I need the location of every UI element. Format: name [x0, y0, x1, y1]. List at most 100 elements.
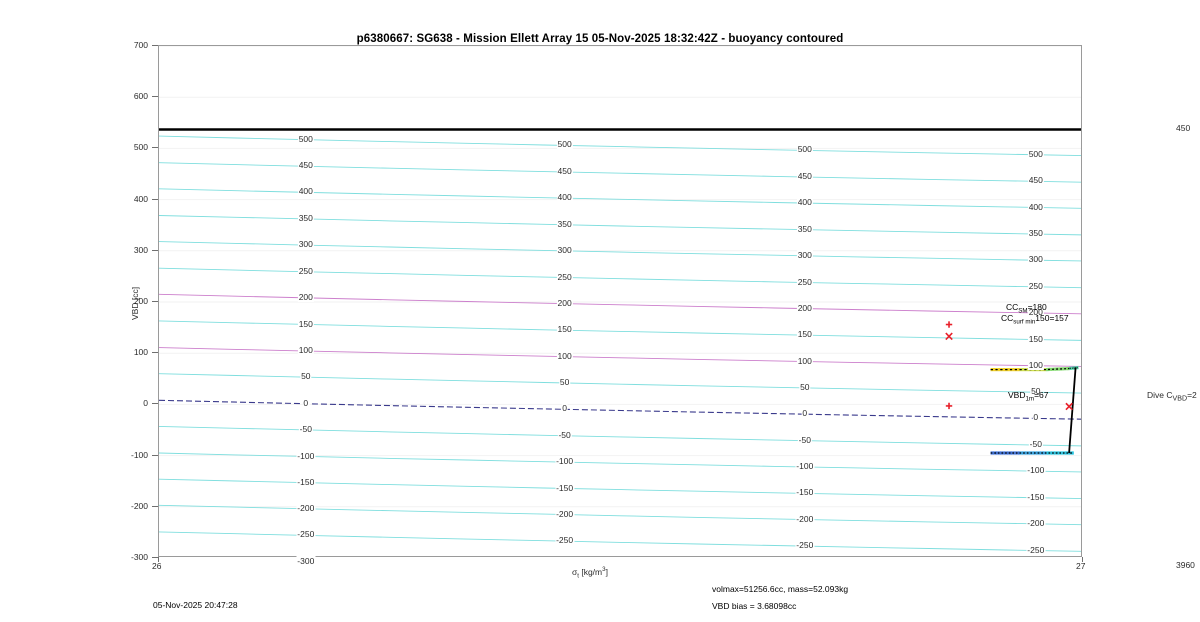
contour-label--300-col1: -300: [296, 555, 316, 566]
x-tick-26: [158, 557, 159, 562]
cc-surfmin-annotation: CCsurf min150=157: [1001, 313, 1069, 326]
cc-sm-subscript: SM: [1018, 307, 1028, 315]
y-tick--100: [152, 454, 158, 456]
contour-label-250-col3: 250: [796, 276, 813, 287]
contour-label-350-col1: 350: [297, 213, 314, 223]
vbd-1m-marker-left: [945, 402, 953, 410]
vbd-1m-marker-right: [1065, 402, 1073, 411]
y-tick-200: [152, 301, 158, 302]
cc-sm-marker: [945, 321, 953, 328]
contour-label--50-col3: -50: [797, 434, 812, 445]
contour-label-350-col2: 350: [556, 218, 573, 229]
y-tick-label-600: 600: [133, 91, 148, 102]
contour-label--200-col4: -200: [1026, 517, 1046, 528]
contour-label-250-col1: 250: [297, 265, 314, 276]
contour-label--50-col1: -50: [298, 423, 313, 434]
contour-label-250-col4: 250: [1027, 280, 1044, 291]
contour-label-200-col3: 200: [796, 302, 813, 313]
contour-label--100-col3: -100: [795, 460, 815, 471]
contour-label-50-col2: 50: [558, 377, 571, 387]
contour-label--150-col4: -150: [1026, 491, 1046, 502]
y-tick-label--100: -100: [130, 449, 148, 460]
x-tick-27: [1082, 557, 1083, 562]
y-tick-label-700: 700: [133, 40, 148, 50]
cc-surfmin-marker: [945, 332, 953, 341]
contour-label-0-col2: 0: [561, 403, 568, 414]
contour-label-350-col3: 350: [796, 223, 813, 234]
contour-label-400-col3: 400: [796, 197, 813, 208]
contour-label-100-col1: 100: [297, 345, 314, 355]
contour-label-450-col3: 450: [796, 171, 813, 181]
contour-label--150-col3: -150: [795, 487, 815, 498]
cc-surfmin-text: CC: [1001, 313, 1014, 323]
contour-label-200-col1: 200: [297, 291, 314, 302]
contour-line-50: [159, 373, 1081, 394]
right-edge-value-3960: 3960: [1176, 560, 1195, 570]
contour-label-0-col3: 0: [801, 408, 809, 419]
y-tick-700: [152, 45, 158, 46]
contour-label-500-col4: 500: [1027, 148, 1044, 159]
vbd-1m-value: =67: [1034, 390, 1049, 400]
contour-label-150-col4: 150: [1027, 333, 1044, 344]
y-tick-100: [152, 352, 158, 354]
contour-label-300-col4: 300: [1027, 254, 1044, 265]
contour-label-400-col4: 400: [1027, 201, 1044, 212]
contour-label-200-col2: 200: [556, 297, 573, 308]
dive-cvbd-annotation: Dive CVBD=2: [1147, 390, 1197, 403]
y-tick-label-0: 0: [143, 398, 148, 409]
contour-label-450-col2: 450: [556, 166, 573, 177]
contour-label-350-col4: 350: [1027, 228, 1044, 239]
contour-label-50-col3: 50: [799, 381, 811, 392]
y-tick--200: [152, 505, 158, 507]
y-tick--300: [152, 557, 158, 558]
contour-label--100-col1: -100: [296, 450, 316, 461]
contour-line-0: [159, 399, 1081, 420]
series-vertical-transition: [1068, 367, 1077, 454]
contour-label--200-col1: -200: [296, 502, 316, 513]
volmax-mass-footer: volmax=51256.6cc, mass=52.093kg: [712, 584, 849, 594]
x-tick-label-26: 26: [152, 561, 162, 571]
cc-surfmin-value: =157: [1049, 313, 1069, 323]
contour-label--250-col2: -250: [555, 535, 575, 546]
contour-label-250-col2: 250: [556, 271, 573, 282]
contour-label--250-col1: -250: [296, 529, 316, 540]
contour-label--250-col3: -250: [795, 540, 815, 551]
contour-line--50: [159, 425, 1081, 447]
contour-label--100-col4: -100: [1026, 465, 1046, 476]
x-axis-label: σt [kg/m3]: [572, 566, 608, 580]
y-tick-label-100: 100: [133, 347, 148, 358]
contour-label--250-col4: -250: [1026, 544, 1046, 555]
y-tick-600: [152, 96, 158, 98]
contour-label--50-col2: -50: [557, 429, 572, 440]
contour-label--200-col2: -200: [555, 508, 575, 519]
y-tick-500: [152, 147, 158, 149]
y-tick-label-300: 300: [133, 244, 148, 255]
y-tick-0: [152, 403, 158, 405]
y-tick-300: [152, 249, 158, 251]
y-tick-label--200: -200: [130, 500, 148, 511]
contour-label-300-col1: 300: [297, 239, 314, 250]
y-tick-400: [152, 198, 158, 200]
contour-label-0-col4: 0: [1032, 412, 1040, 423]
dive-cvbd-value: =2: [1187, 390, 1197, 400]
contour-label-450-col1: 450: [297, 160, 314, 171]
dive-cvbd-text: Dive C: [1147, 390, 1173, 400]
vbd-1m-subscript: 1m: [1025, 395, 1035, 403]
x-tick-label-27: 27: [1076, 561, 1086, 571]
y-tick-label-200: 200: [133, 296, 148, 306]
contour-label-300-col3: 300: [796, 249, 813, 260]
y-tick-label-500: 500: [133, 142, 148, 153]
contour-label-0-col1: 0: [302, 397, 310, 408]
contour-label-150-col2: 150: [556, 324, 573, 335]
vbd-1m-text: VBD: [1008, 390, 1026, 400]
cc-surfmin-subscript: surf min: [1013, 318, 1036, 326]
contour-label-100-col3: 100: [796, 355, 813, 366]
y-tick-label--300: -300: [130, 552, 148, 562]
dive-cvbd-subscript: VBD: [1172, 394, 1188, 403]
cc-surfmin-mid: 150: [1035, 313, 1050, 323]
contour-label--50-col4: -50: [1028, 439, 1043, 449]
right-edge-value-450: 450: [1176, 123, 1191, 133]
contour-label-500-col2: 500: [556, 139, 573, 150]
timestamp-footer: 05-Nov-2025 20:47:28: [153, 600, 238, 610]
